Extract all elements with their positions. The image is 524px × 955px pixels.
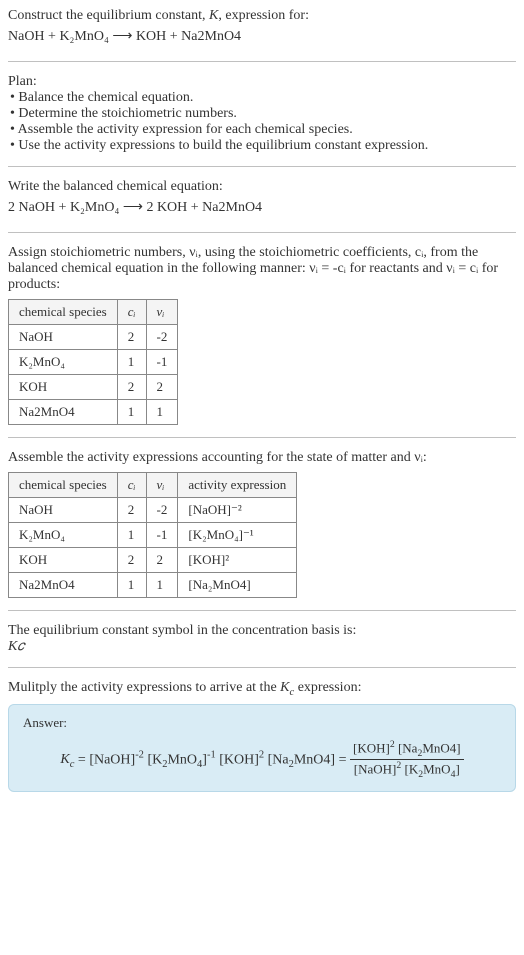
multiply-section: Mulitply the activity expressions to arr…	[8, 680, 516, 792]
col-species: chemical species	[9, 473, 118, 498]
stoich-text: Assign stoichiometric numbers, νᵢ, using…	[8, 245, 516, 293]
balanced-heading: Write the balanced chemical equation:	[8, 179, 516, 195]
intro-line1: Construct the equilibrium constant, K, e…	[8, 8, 516, 24]
table-row: NaOH 2 -2	[9, 325, 178, 350]
plan-heading: Plan:	[8, 74, 516, 90]
table-row: KOH 2 2 [KOH]²	[9, 548, 297, 573]
plan-bullet: • Balance the chemical equation.	[10, 90, 516, 106]
plan-bullet: • Assemble the activity expression for e…	[10, 122, 516, 138]
frac-denominator: [NaOH]2 [K2MnO4]	[350, 760, 464, 781]
kc-symbol-section: The equilibrium constant symbol in the c…	[8, 623, 516, 668]
col-species: chemical species	[9, 300, 118, 325]
balanced-equation: 2 NaOH + K₂MnO₄ ⟶ 2 KOH + Na2MnO4	[8, 199, 516, 216]
activity-section: Assemble the activity expressions accoun…	[8, 450, 516, 611]
intro-section: Construct the equilibrium constant, K, e…	[8, 8, 516, 62]
table-row: Na2MnO4 1 1	[9, 400, 178, 425]
kc-symbol-heading: The equilibrium constant symbol in the c…	[8, 623, 516, 639]
activity-table: chemical species cᵢ νᵢ activity expressi…	[8, 472, 297, 598]
table-header-row: chemical species cᵢ νᵢ	[9, 300, 178, 325]
balanced-section: Write the balanced chemical equation: 2 …	[8, 179, 516, 233]
frac-numerator: [KOH]2 [Na2MnO4]	[350, 739, 464, 761]
table-row: Na2MnO4 1 1 [Na₂MnO4]	[9, 573, 297, 598]
answer-box: Answer: Kc = [NaOH]-2 [K2MnO4]-1 [KOH]2 …	[8, 704, 516, 792]
stoich-section: Assign stoichiometric numbers, νᵢ, using…	[8, 245, 516, 438]
plan-section: Plan: • Balance the chemical equation. •…	[8, 74, 516, 167]
col-ci: cᵢ	[117, 300, 146, 325]
answer-equation: Kc = [NaOH]-2 [K2MnO4]-1 [KOH]2 [Na2MnO4…	[23, 739, 501, 781]
table-row: NaOH 2 -2 [NaOH]⁻²	[9, 498, 297, 523]
col-vi: νᵢ	[146, 473, 178, 498]
activity-heading: Assemble the activity expressions accoun…	[8, 450, 516, 466]
table-header-row: chemical species cᵢ νᵢ activity expressi…	[9, 473, 297, 498]
table-row: K₂MnO₄ 1 -1 [K₂MnO₄]⁻¹	[9, 523, 297, 548]
table-row: K₂MnO₄ 1 -1	[9, 350, 178, 375]
answer-label: Answer:	[23, 715, 501, 731]
col-ci: cᵢ	[117, 473, 146, 498]
plan-bullet: • Determine the stoichiometric numbers.	[10, 106, 516, 122]
kc-symbol: K𝑐	[8, 639, 516, 655]
plan-bullet: • Use the activity expressions to build …	[10, 138, 516, 154]
col-vi: νᵢ	[146, 300, 178, 325]
intro-equation: NaOH + K₂MnO₄ ⟶ KOH + Na2MnO4	[8, 28, 516, 45]
col-activity: activity expression	[178, 473, 297, 498]
table-row: KOH 2 2	[9, 375, 178, 400]
stoich-table: chemical species cᵢ νᵢ NaOH 2 -2 K₂MnO₄ …	[8, 299, 178, 425]
multiply-heading: Mulitply the activity expressions to arr…	[8, 680, 516, 698]
